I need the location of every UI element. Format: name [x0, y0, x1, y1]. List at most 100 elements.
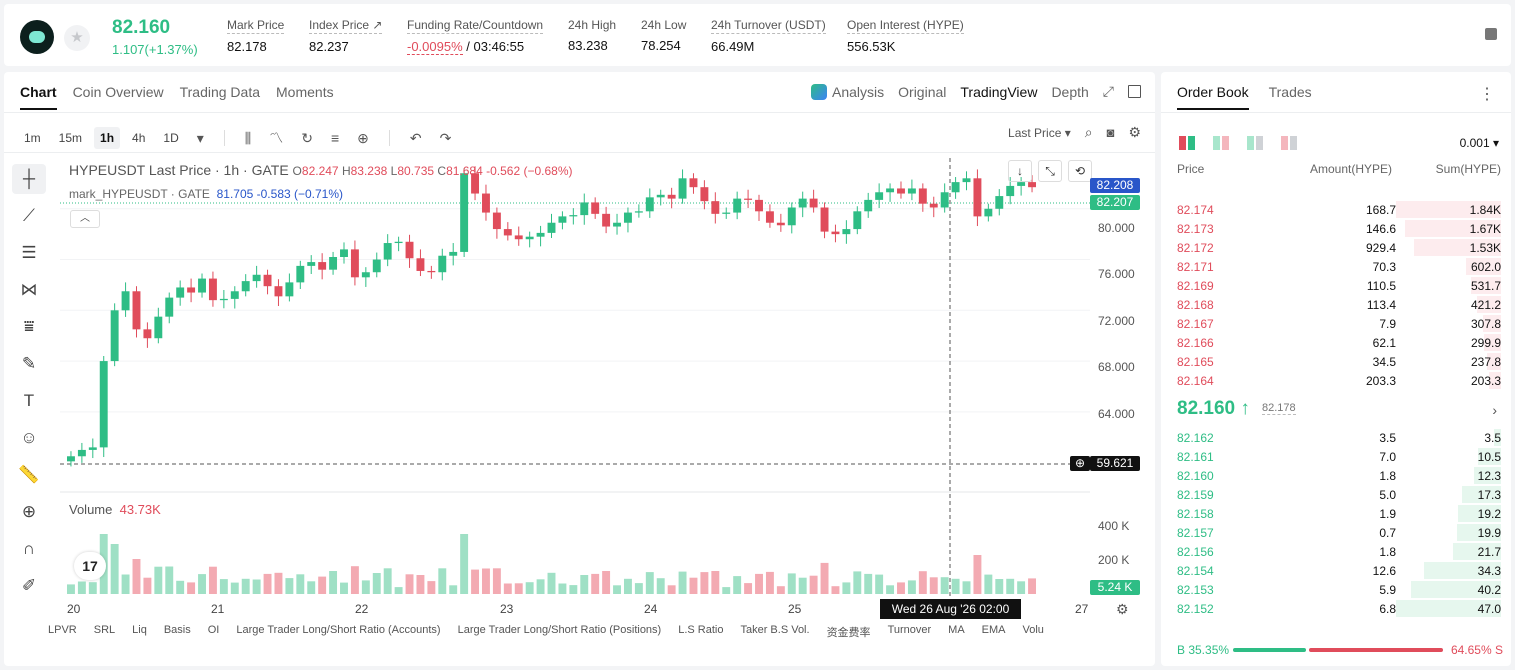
indicator-ma[interactable]: MA — [948, 624, 965, 636]
replay-icon[interactable]: ↻ — [301, 129, 313, 146]
candle-body — [296, 265, 305, 283]
brush-icon[interactable]: ✎ — [21, 354, 37, 373]
horizontal-lines-icon[interactable]: ☰ — [21, 243, 37, 262]
tab-analysis[interactable]: Analysis — [811, 83, 884, 100]
interval-1d[interactable]: 1D — [163, 131, 179, 145]
indicator-taker-vol[interactable]: Taker B.S Vol. — [740, 624, 810, 636]
tab-moments[interactable]: Moments — [276, 84, 334, 100]
bid-row[interactable]: 82.159 5.0 17.3 — [1161, 485, 1511, 504]
tab-trades[interactable]: Trades — [1268, 84, 1312, 100]
bid-row[interactable]: 82.157 0.7 19.9 — [1161, 523, 1511, 542]
ask-row[interactable]: 82.164 203.3 203.3 — [1161, 371, 1511, 390]
pattern-icon[interactable]: ⋈ — [20, 280, 38, 299]
interval-15m[interactable]: 15m — [58, 131, 83, 145]
precision-select[interactable]: 0.001 ▾ — [1459, 136, 1499, 150]
stat-index-price[interactable]: Index Price ↗ 82.237 — [309, 18, 383, 54]
text-icon[interactable]: T — [23, 391, 35, 410]
bid-row[interactable]: 82.162 3.5 3.5 — [1161, 428, 1511, 447]
tradingview-logo[interactable]: 17 — [74, 552, 106, 580]
redo-icon[interactable]: ↷ — [439, 129, 452, 146]
tab-order-book[interactable]: Order Book — [1177, 84, 1249, 110]
book-icon[interactable] — [1485, 28, 1497, 40]
fib-icon[interactable]: ⩸ — [23, 317, 35, 336]
ask-row[interactable]: 82.168 113.4 421.2 — [1161, 295, 1511, 314]
undo-icon[interactable]: ↶ — [409, 129, 422, 146]
indicator-ls-ratio[interactable]: L.S Ratio — [678, 624, 724, 636]
collapse-legend-button[interactable]: ︿ — [70, 210, 100, 228]
indicator-ema[interactable]: EMA — [981, 624, 1006, 636]
x-tick: 25 — [788, 602, 802, 616]
interval-1h[interactable]: 1h — [94, 127, 121, 149]
indicator-turnover[interactable]: Turnover — [887, 624, 932, 636]
tab-original[interactable]: Original — [898, 83, 947, 100]
tab-depth[interactable]: Depth — [1051, 83, 1089, 100]
expand-icon[interactable]: ⤢ — [1102, 83, 1114, 99]
indicator-oi[interactable]: OI — [207, 624, 220, 636]
chart-settings-icon[interactable]: ⚙ — [1116, 601, 1129, 617]
ask-row[interactable]: 82.174 168.7 1.84K — [1161, 200, 1511, 219]
camera-icon[interactable]: ◙ — [1106, 125, 1115, 140]
bid-row[interactable]: 82.152 6.8 47.0 — [1161, 599, 1511, 618]
reset-icon[interactable]: ⟲ — [1068, 160, 1092, 182]
indicator-lpvr[interactable]: LPVR — [48, 624, 77, 636]
emoji-icon[interactable]: ☺ — [20, 428, 38, 447]
tab-tradingview[interactable]: TradingView — [960, 83, 1038, 100]
ruler-icon[interactable]: 📏 — [18, 465, 40, 484]
indicator-volume[interactable]: Volu — [1022, 624, 1044, 636]
magnet-icon[interactable]: ∩ — [22, 539, 36, 558]
stat-funding-rate[interactable]: Funding Rate/Countdown -0.0095% / 03:46:… — [407, 18, 544, 55]
ask-row[interactable]: 82.166 62.1 299.9 — [1161, 333, 1511, 352]
ask-row[interactable]: 82.169 110.5 531.7 — [1161, 276, 1511, 295]
bid-row[interactable]: 82.161 7.0 10.5 — [1161, 447, 1511, 466]
stat-mark-price[interactable]: Mark Price 82.178 — [227, 18, 285, 54]
zoom-in-icon[interactable]: ⊕ — [21, 502, 37, 521]
tab-coin-overview[interactable]: Coin Overview — [72, 84, 164, 100]
bids-only-icon[interactable] — [1247, 136, 1263, 150]
bid-row[interactable]: 82.160 1.8 12.3 — [1161, 466, 1511, 485]
bid-row[interactable]: 82.153 5.9 40.2 — [1161, 580, 1511, 599]
indicator-lt-positions[interactable]: Large Trader Long/Short Ratio (Positions… — [457, 624, 662, 636]
indicator-funding-rate[interactable]: 资金费率 — [826, 627, 871, 639]
collapse-icon[interactable]: ⤡ — [1038, 160, 1062, 182]
bid-row[interactable]: 82.154 12.6 34.3 — [1161, 561, 1511, 580]
last-price-select[interactable]: Last Price ▾ — [1008, 125, 1071, 140]
indicators-icon[interactable]: 〽 — [269, 130, 284, 146]
search-icon[interactable]: ⌕ — [1084, 124, 1093, 140]
settings-gear-icon[interactable]: ⚙ — [1128, 124, 1141, 140]
window-icon[interactable] — [1128, 85, 1141, 98]
chevron-right-icon[interactable]: › — [1492, 402, 1497, 418]
favorite-star-icon[interactable]: ★ — [64, 25, 90, 51]
pencil-lock-icon[interactable]: ✐ — [21, 576, 37, 595]
ask-amount: 113.4 — [1366, 298, 1396, 312]
caret-down-icon[interactable]: ▾ — [196, 129, 204, 146]
add-level-icon[interactable]: ⊕ — [1070, 456, 1090, 471]
tab-chart[interactable]: Chart — [20, 84, 57, 110]
trend-line-icon[interactable]: ⟋ — [23, 206, 35, 225]
asks-only-icon[interactable] — [1213, 136, 1229, 150]
add-alert-icon[interactable]: ⊕ — [357, 129, 369, 146]
candle-type-icon[interactable]: ⫼ — [244, 129, 252, 146]
ask-row[interactable]: 82.172 929.4 1.53K — [1161, 238, 1511, 257]
crosshair-icon[interactable]: ┼ — [12, 164, 46, 194]
stat-24h-turnover[interactable]: 24h Turnover (USDT) 66.49M — [711, 18, 826, 54]
interval-1m[interactable]: 1m — [24, 131, 41, 145]
indicator-basis[interactable]: Basis — [163, 624, 191, 636]
more-icon[interactable]: ⋮ — [1479, 86, 1495, 103]
tab-trading-data[interactable]: Trading Data — [179, 84, 261, 100]
ask-row[interactable]: 82.167 7.9 307.8 — [1161, 314, 1511, 333]
indicator-liq[interactable]: Liq — [132, 624, 147, 636]
ask-row[interactable]: 82.171 70.3 602.0 — [1161, 257, 1511, 276]
templates-icon[interactable]: ≡ — [330, 130, 340, 146]
indicator-srl[interactable]: SRL — [93, 624, 116, 636]
arrow-down-icon[interactable]: ↓ — [1008, 160, 1032, 182]
indicator-lt-accounts[interactable]: Large Trader Long/Short Ratio (Accounts) — [236, 624, 441, 636]
ask-row[interactable]: 82.165 34.5 237.8 — [1161, 352, 1511, 371]
interval-4h[interactable]: 4h — [132, 131, 146, 145]
sells-only-icon[interactable] — [1281, 136, 1297, 150]
bid-row[interactable]: 82.156 1.8 21.7 — [1161, 542, 1511, 561]
stat-open-interest[interactable]: Open Interest (HYPE) 556.53K — [847, 18, 964, 54]
ask-row[interactable]: 82.173 146.6 1.67K — [1161, 219, 1511, 238]
bid-row[interactable]: 82.158 1.9 19.2 — [1161, 504, 1511, 523]
both-sides-icon[interactable] — [1179, 136, 1195, 150]
candlestick-chart[interactable] — [60, 158, 1096, 598]
